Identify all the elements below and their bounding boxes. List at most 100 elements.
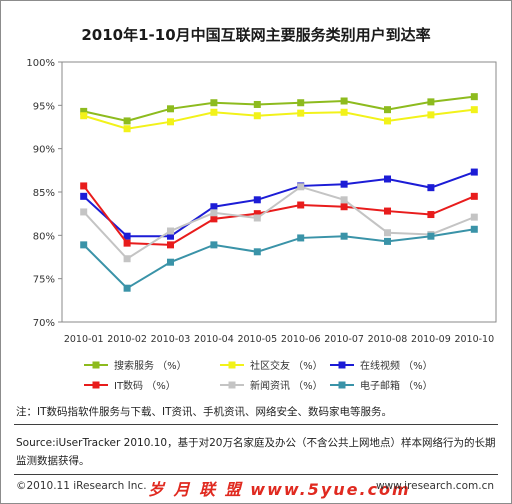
data-point <box>253 112 261 120</box>
data-point <box>427 211 435 219</box>
x-tick-label: 2010-06 <box>281 334 321 345</box>
legend-swatch-marker <box>228 361 236 369</box>
data-point <box>427 98 435 106</box>
series-layer <box>80 93 478 292</box>
x-tick-label: 2010-10 <box>454 334 494 345</box>
legend-swatch-marker <box>228 381 236 389</box>
legend-item: 搜索服务 （%） <box>84 359 187 372</box>
data-point <box>384 106 391 114</box>
data-point <box>210 203 218 211</box>
data-point <box>253 210 261 218</box>
data-point <box>210 241 218 249</box>
data-point <box>80 112 88 120</box>
data-point <box>167 118 174 126</box>
data-point <box>427 111 435 119</box>
legend-swatch-marker <box>338 361 346 369</box>
series-line <box>83 171 475 238</box>
series <box>80 183 478 263</box>
y-tick-label: 80% <box>33 231 55 242</box>
data-point <box>470 225 478 233</box>
data-point <box>297 99 305 107</box>
data-point <box>297 201 305 209</box>
data-point <box>210 215 218 223</box>
legend-label: 新闻资讯 （%） <box>250 379 323 392</box>
watermark: 岁 月 联 盟 www.5yue.com <box>148 480 411 499</box>
data-point <box>470 168 478 176</box>
legend-label: 搜索服务 （%） <box>114 359 187 372</box>
data-point <box>384 207 391 215</box>
data-point <box>470 192 478 200</box>
x-tick-label: 2010-02 <box>107 334 147 345</box>
series-line <box>82 228 475 290</box>
data-point <box>340 108 348 116</box>
data-point <box>297 183 305 191</box>
y-tick-label: 75% <box>33 275 55 286</box>
data-point <box>253 248 261 256</box>
chart-title: 2010年1-10月中国互联网主要服务类别用户到达率 <box>81 26 431 44</box>
y-tick-label: 85% <box>33 188 55 199</box>
x-tick-label: 2010-07 <box>324 334 364 345</box>
x-tick-label: 2010-04 <box>194 334 234 345</box>
x-tick-label: 2010-01 <box>64 334 104 345</box>
legend-item: 社区交友 （%） <box>220 359 323 372</box>
website-link[interactable]: www.iresearch.com.cn <box>375 480 494 492</box>
data-point <box>80 192 88 200</box>
data-point <box>123 125 131 133</box>
source-note: Source:iUserTracker 2010.10，基于对20万名家庭及办公… <box>16 437 496 467</box>
series-line <box>83 95 475 122</box>
data-point <box>384 175 391 183</box>
data-point <box>123 232 131 240</box>
data-point <box>253 196 261 204</box>
data-point <box>80 241 88 249</box>
divider <box>14 474 498 475</box>
data-point <box>427 184 435 192</box>
legend-item: 在线视频 （%） <box>330 359 433 372</box>
x-axis: 2010-01 2010-02 2010-03 2010-04 2010-05 2010-… <box>64 334 494 345</box>
footnote: 注：IT数码指软件服务与下载、IT资讯、手机资讯、网络安全、数码家电等服务。 <box>16 406 393 418</box>
legend-item: 电子邮箱 （%） <box>330 379 433 392</box>
data-point <box>253 100 261 108</box>
series-line <box>83 108 475 130</box>
legend-swatch-marker <box>338 381 346 389</box>
data-point <box>470 213 478 221</box>
data-point <box>123 117 131 125</box>
data-point <box>297 234 305 242</box>
y-tick-label: 90% <box>33 145 55 156</box>
data-point <box>470 106 478 114</box>
data-point <box>253 214 261 222</box>
legend: 搜索服务 （%） 社区交友 （%） 在线视频 （%） IT数码 （%） 新闻资讯 （%）… <box>84 359 433 392</box>
data-point <box>123 239 131 247</box>
data-point <box>167 258 174 266</box>
data-point <box>470 93 478 101</box>
legend-item: 新闻资讯 （%） <box>220 379 323 392</box>
series-line <box>82 185 475 261</box>
data-point <box>167 105 174 113</box>
data-point <box>210 209 218 217</box>
data-point <box>123 284 131 292</box>
data-point <box>340 232 348 240</box>
data-point <box>384 229 391 237</box>
data-point <box>340 97 348 105</box>
data-point <box>340 203 348 211</box>
y-tick-label: 70% <box>33 318 55 329</box>
series <box>80 93 478 125</box>
data-point <box>384 237 391 245</box>
series <box>80 106 478 133</box>
y-tick-label: 95% <box>33 101 55 112</box>
data-point <box>210 108 218 116</box>
legend-label: 社区交友 （%） <box>250 359 323 372</box>
data-point <box>167 232 174 240</box>
data-point <box>210 99 218 107</box>
data-point <box>340 196 348 204</box>
legend-label: 电子邮箱 （%） <box>360 379 433 392</box>
x-tick-label: 2010-08 <box>368 334 408 345</box>
legend-label: IT数码 （%） <box>114 379 176 392</box>
legend-item: IT数码 （%） <box>84 379 176 392</box>
copyright: ©2010.11 iResearch Inc. <box>16 480 147 492</box>
data-point <box>123 255 131 263</box>
x-tick-label: 2010-05 <box>237 334 277 345</box>
data-point <box>427 232 435 240</box>
data-point <box>80 107 88 115</box>
divider <box>14 424 498 425</box>
y-axis: 100% 95% 90% 85% 80% 75% 70% <box>26 58 62 329</box>
